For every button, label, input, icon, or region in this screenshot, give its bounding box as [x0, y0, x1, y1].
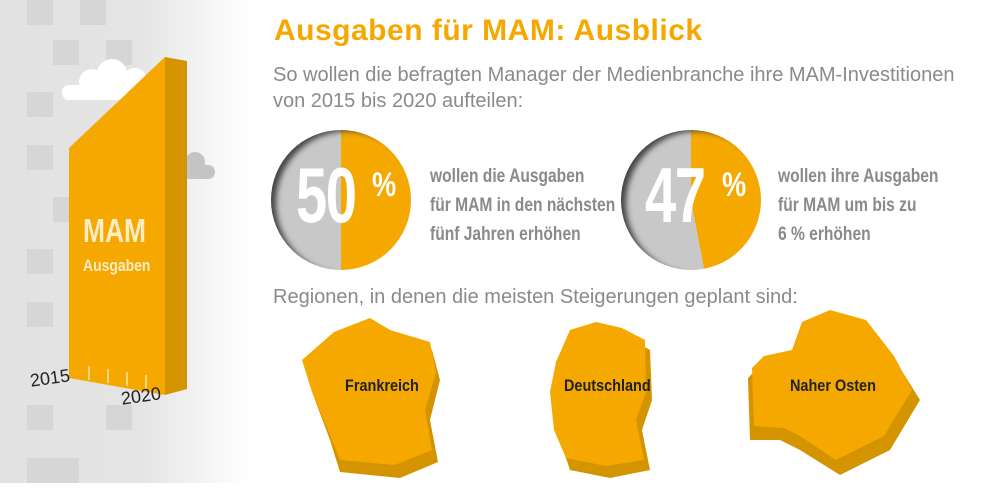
- bg-square: [27, 405, 53, 430]
- regions-heading: Regionen, in denen die meisten Steigerun…: [273, 286, 798, 308]
- region-label-france: Frankreich: [345, 376, 419, 395]
- region-label-germany: Deutschland: [564, 376, 651, 395]
- left-illustration-panel: MAM Ausgaben 2015 2020: [0, 0, 250, 483]
- subtitle-line: von 2015 bis 2020 aufteilen:: [273, 90, 524, 112]
- pie-chart-47: [621, 130, 761, 270]
- region-label-middle-east: Naher Osten: [790, 376, 876, 395]
- bg-square: [80, 0, 106, 25]
- stat-unit: %: [722, 166, 747, 204]
- stat-description: wollen die Ausgaben für MAM in den nächs…: [430, 162, 615, 249]
- stat-unit: %: [372, 166, 397, 204]
- bg-square: [27, 249, 53, 274]
- stat-line: wollen die Ausgaben: [430, 166, 585, 187]
- stat-line: fünf Jahren erhöhen: [430, 224, 581, 245]
- bg-square: [27, 0, 53, 25]
- bg-square: [27, 302, 53, 327]
- stat-line: 6 % erhöhen: [778, 224, 871, 245]
- stat-line: für MAM in den nächsten: [430, 195, 616, 216]
- bg-square: [27, 92, 53, 117]
- stat-line: für MAM um bis zu: [778, 195, 917, 216]
- map-france: [302, 318, 440, 478]
- bg-square: [106, 405, 132, 430]
- stat-value: 50: [296, 151, 357, 239]
- bg-square: [27, 458, 79, 483]
- mam-spending-bar-graphic: [62, 57, 215, 395]
- bar-sublabel: Ausgaben: [83, 256, 151, 275]
- bg-square: [27, 145, 53, 170]
- map-germany: [550, 322, 652, 478]
- stat-value: 47: [645, 151, 706, 239]
- stat-line: wollen ihre Ausgaben: [778, 166, 939, 187]
- stat-description: wollen ihre Ausgaben für MAM um bis zu 6…: [778, 162, 938, 249]
- bg-square: [53, 40, 79, 65]
- bar-label: MAM: [83, 212, 147, 249]
- page-title: Ausgaben für MAM: Ausblick: [274, 14, 703, 47]
- pie-chart-50: [271, 130, 411, 270]
- subtitle-line: So wollen die befragten Manager der Medi…: [273, 64, 955, 86]
- cloud-icon: [180, 152, 215, 179]
- subtitle: So wollen die befragten Manager der Medi…: [273, 62, 993, 114]
